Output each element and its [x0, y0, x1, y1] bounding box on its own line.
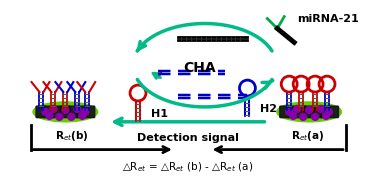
Circle shape — [74, 105, 81, 112]
FancyBboxPatch shape — [36, 106, 46, 118]
FancyBboxPatch shape — [77, 106, 87, 118]
Text: R$_{et}$(a): R$_{et}$(a) — [291, 129, 324, 143]
Ellipse shape — [277, 102, 342, 122]
Circle shape — [46, 112, 53, 119]
FancyBboxPatch shape — [280, 106, 289, 118]
Circle shape — [306, 106, 313, 113]
FancyBboxPatch shape — [329, 106, 339, 118]
Text: H1: H1 — [151, 109, 168, 119]
Circle shape — [325, 108, 333, 115]
Text: R$_{et}$(b): R$_{et}$(b) — [55, 129, 89, 143]
FancyBboxPatch shape — [52, 106, 62, 118]
Text: H2: H2 — [261, 104, 277, 114]
Ellipse shape — [33, 102, 98, 122]
Circle shape — [50, 105, 57, 112]
FancyBboxPatch shape — [69, 106, 78, 118]
FancyBboxPatch shape — [85, 106, 95, 118]
Circle shape — [300, 113, 307, 120]
Circle shape — [294, 105, 301, 112]
FancyBboxPatch shape — [288, 106, 297, 118]
Circle shape — [79, 112, 86, 119]
Circle shape — [42, 108, 49, 115]
Text: △R$_{et}$ = △R$_{et}$ (b) - △R$_{et}$ (a): △R$_{et}$ = △R$_{et}$ (b) - △R$_{et}$ (a… — [122, 161, 253, 174]
Circle shape — [286, 108, 293, 115]
Circle shape — [56, 113, 63, 120]
FancyBboxPatch shape — [321, 106, 330, 118]
FancyBboxPatch shape — [44, 106, 54, 118]
Text: CHA: CHA — [183, 61, 216, 75]
FancyBboxPatch shape — [304, 106, 314, 118]
FancyBboxPatch shape — [61, 106, 70, 118]
Text: Detection signal: Detection signal — [137, 133, 239, 143]
Text: miRNA-21: miRNA-21 — [297, 14, 359, 24]
Circle shape — [317, 105, 325, 112]
Circle shape — [323, 112, 329, 119]
Circle shape — [68, 113, 75, 120]
FancyBboxPatch shape — [296, 106, 306, 118]
FancyBboxPatch shape — [313, 106, 322, 118]
Circle shape — [82, 108, 89, 115]
Circle shape — [62, 106, 69, 113]
Circle shape — [290, 112, 297, 119]
Circle shape — [312, 113, 319, 120]
